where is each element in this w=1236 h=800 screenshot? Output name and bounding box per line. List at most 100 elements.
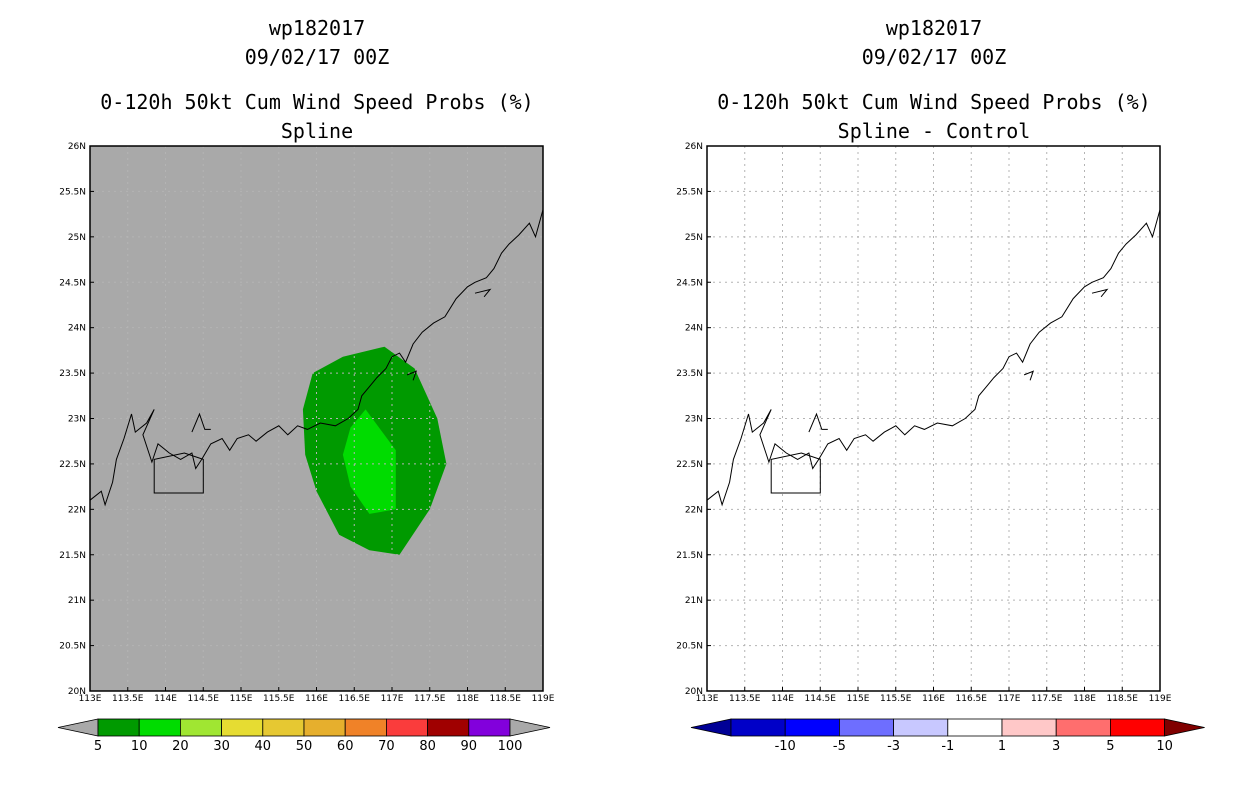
x-tick-label: 115E bbox=[847, 694, 870, 704]
colorbar-right-arrow bbox=[1164, 718, 1205, 737]
hong-kong-boundary bbox=[770, 452, 821, 494]
contour-10-20% bbox=[342, 409, 396, 514]
colorbar-segment bbox=[344, 718, 387, 737]
y-tick-label: 25N bbox=[685, 233, 703, 243]
x-tick-label: 118.5E bbox=[1107, 694, 1139, 704]
colorbar-label: 5 bbox=[94, 739, 102, 754]
colorbar-label: 5 bbox=[1106, 739, 1114, 754]
chart-panel-2: 113E 113.5E 114E 114.5E 115E 115.5E 116E 116.5E… bbox=[676, 142, 1205, 754]
right-title-3: 0-120h 50kt Cum Wind Speed Probs (%) bbox=[717, 90, 1151, 114]
y-tick-label: 21N bbox=[685, 596, 703, 606]
colorbar-label: 1 bbox=[998, 739, 1006, 754]
colorbar-label: 20 bbox=[172, 739, 189, 754]
y-tick-label: 24N bbox=[685, 324, 703, 334]
right-title-4: Spline - Control bbox=[837, 119, 1031, 143]
x-tick-label: 116E bbox=[922, 694, 945, 704]
x-tick-label: 117E bbox=[998, 694, 1021, 704]
x-tick-label: 113.5E bbox=[112, 694, 144, 704]
y-tick-label: 20N bbox=[685, 687, 703, 697]
y-tick-label: 20.5N bbox=[59, 642, 86, 652]
y-tick-label: 25N bbox=[68, 233, 86, 243]
x-tick-label: 115.5E bbox=[880, 694, 912, 704]
coastline bbox=[1091, 288, 1109, 298]
y-tick-label: 22N bbox=[685, 505, 703, 515]
left-title-3: 0-120h 50kt Cum Wind Speed Probs (%) bbox=[100, 90, 534, 114]
coastline bbox=[191, 412, 211, 433]
colorbar-label: 30 bbox=[213, 739, 230, 754]
coastline bbox=[90, 209, 543, 507]
y-tick-label: 22.5N bbox=[676, 460, 703, 470]
y-tick-label: 25.5N bbox=[676, 187, 703, 197]
x-tick-label: 119E bbox=[532, 694, 555, 704]
plot-area bbox=[90, 146, 543, 691]
colorbar-segment bbox=[427, 718, 470, 737]
colorbar-label: -5 bbox=[833, 739, 846, 754]
left-title-1: wp182017 bbox=[268, 16, 366, 40]
x-tick-label: 117.5E bbox=[414, 694, 446, 704]
right-title-2: 09/02/17 00Z bbox=[861, 45, 1007, 69]
x-tick-label: 118E bbox=[1073, 694, 1096, 704]
x-tick-label: 113E bbox=[696, 694, 719, 704]
x-tick-label: 116E bbox=[305, 694, 328, 704]
y-tick-label: 25.5N bbox=[59, 187, 86, 197]
y-tick-label: 21.5N bbox=[59, 551, 86, 561]
colorbar-segment bbox=[1110, 718, 1166, 737]
colorbar-label: 10 bbox=[131, 739, 148, 754]
y-tick-label: 23N bbox=[68, 415, 86, 425]
colorbar-label: 100 bbox=[498, 739, 523, 754]
y-tick-label: 26N bbox=[68, 142, 86, 152]
x-tick-label: 114E bbox=[154, 694, 177, 704]
y-tick-label: 24.5N bbox=[676, 278, 703, 288]
coastline bbox=[474, 288, 492, 298]
colorbar-segment bbox=[730, 718, 786, 737]
colorbar: -10 -5 -3 -1 1 3 5 10 bbox=[690, 718, 1205, 754]
y-tick-label: 23.5N bbox=[59, 369, 86, 379]
colorbar-label: 90 bbox=[461, 739, 478, 754]
coastline bbox=[406, 370, 418, 381]
colorbar-label: 50 bbox=[296, 739, 313, 754]
x-tick-label: 113E bbox=[79, 694, 102, 704]
x-tick-label: 116.5E bbox=[339, 694, 371, 704]
colorbar-label: -10 bbox=[775, 739, 796, 754]
colorbar-label: 60 bbox=[337, 739, 354, 754]
y-tick-label: 22N bbox=[68, 505, 86, 515]
y-tick-label: 26N bbox=[685, 142, 703, 152]
colorbar-segment bbox=[784, 718, 840, 737]
colorbar-left-arrow bbox=[690, 718, 732, 737]
coastline bbox=[808, 412, 828, 433]
colorbar-label: 40 bbox=[255, 739, 272, 754]
y-tick-label: 24.5N bbox=[59, 278, 86, 288]
plot-area bbox=[707, 146, 1160, 691]
x-tick-label: 113.5E bbox=[729, 694, 761, 704]
colorbar-segment bbox=[303, 718, 346, 737]
x-tick-label: 117E bbox=[381, 694, 404, 704]
x-tick-label: 118.5E bbox=[490, 694, 522, 704]
colorbar-label: 3 bbox=[1052, 739, 1060, 754]
y-tick-label: 21N bbox=[68, 596, 86, 606]
colorbar-label: 70 bbox=[378, 739, 395, 754]
x-tick-label: 115E bbox=[230, 694, 253, 704]
x-tick-label: 114.5E bbox=[188, 694, 220, 704]
left-title-2: 09/02/17 00Z bbox=[244, 45, 390, 69]
hong-kong-boundary bbox=[153, 452, 204, 494]
x-tick-label: 114E bbox=[771, 694, 794, 704]
x-tick-label: 116.5E bbox=[956, 694, 988, 704]
coastline bbox=[1023, 370, 1035, 381]
chart-panel-1: 113E 113.5E 114E 114.5E 115E 115.5E 116E 116.5E… bbox=[57, 142, 555, 754]
colorbar-label: -3 bbox=[887, 739, 900, 754]
coastline bbox=[707, 209, 1160, 507]
x-tick-label: 117.5E bbox=[1031, 694, 1063, 704]
y-tick-label: 20N bbox=[68, 687, 86, 697]
left-title-4: Spline bbox=[280, 119, 354, 143]
colorbar-segment bbox=[468, 718, 511, 737]
y-tick-label: 20.5N bbox=[676, 642, 703, 652]
colorbar-label: 80 bbox=[419, 739, 436, 754]
colorbar-segment bbox=[1055, 718, 1111, 737]
colorbar-segment bbox=[221, 718, 264, 737]
colorbar-segment bbox=[179, 718, 222, 737]
x-tick-label: 115.5E bbox=[263, 694, 295, 704]
y-tick-label: 23.5N bbox=[676, 369, 703, 379]
colorbar: 5 10 20 30 40 50 60 70 80 90 100 bbox=[57, 718, 551, 754]
x-tick-label: 114.5E bbox=[805, 694, 837, 704]
